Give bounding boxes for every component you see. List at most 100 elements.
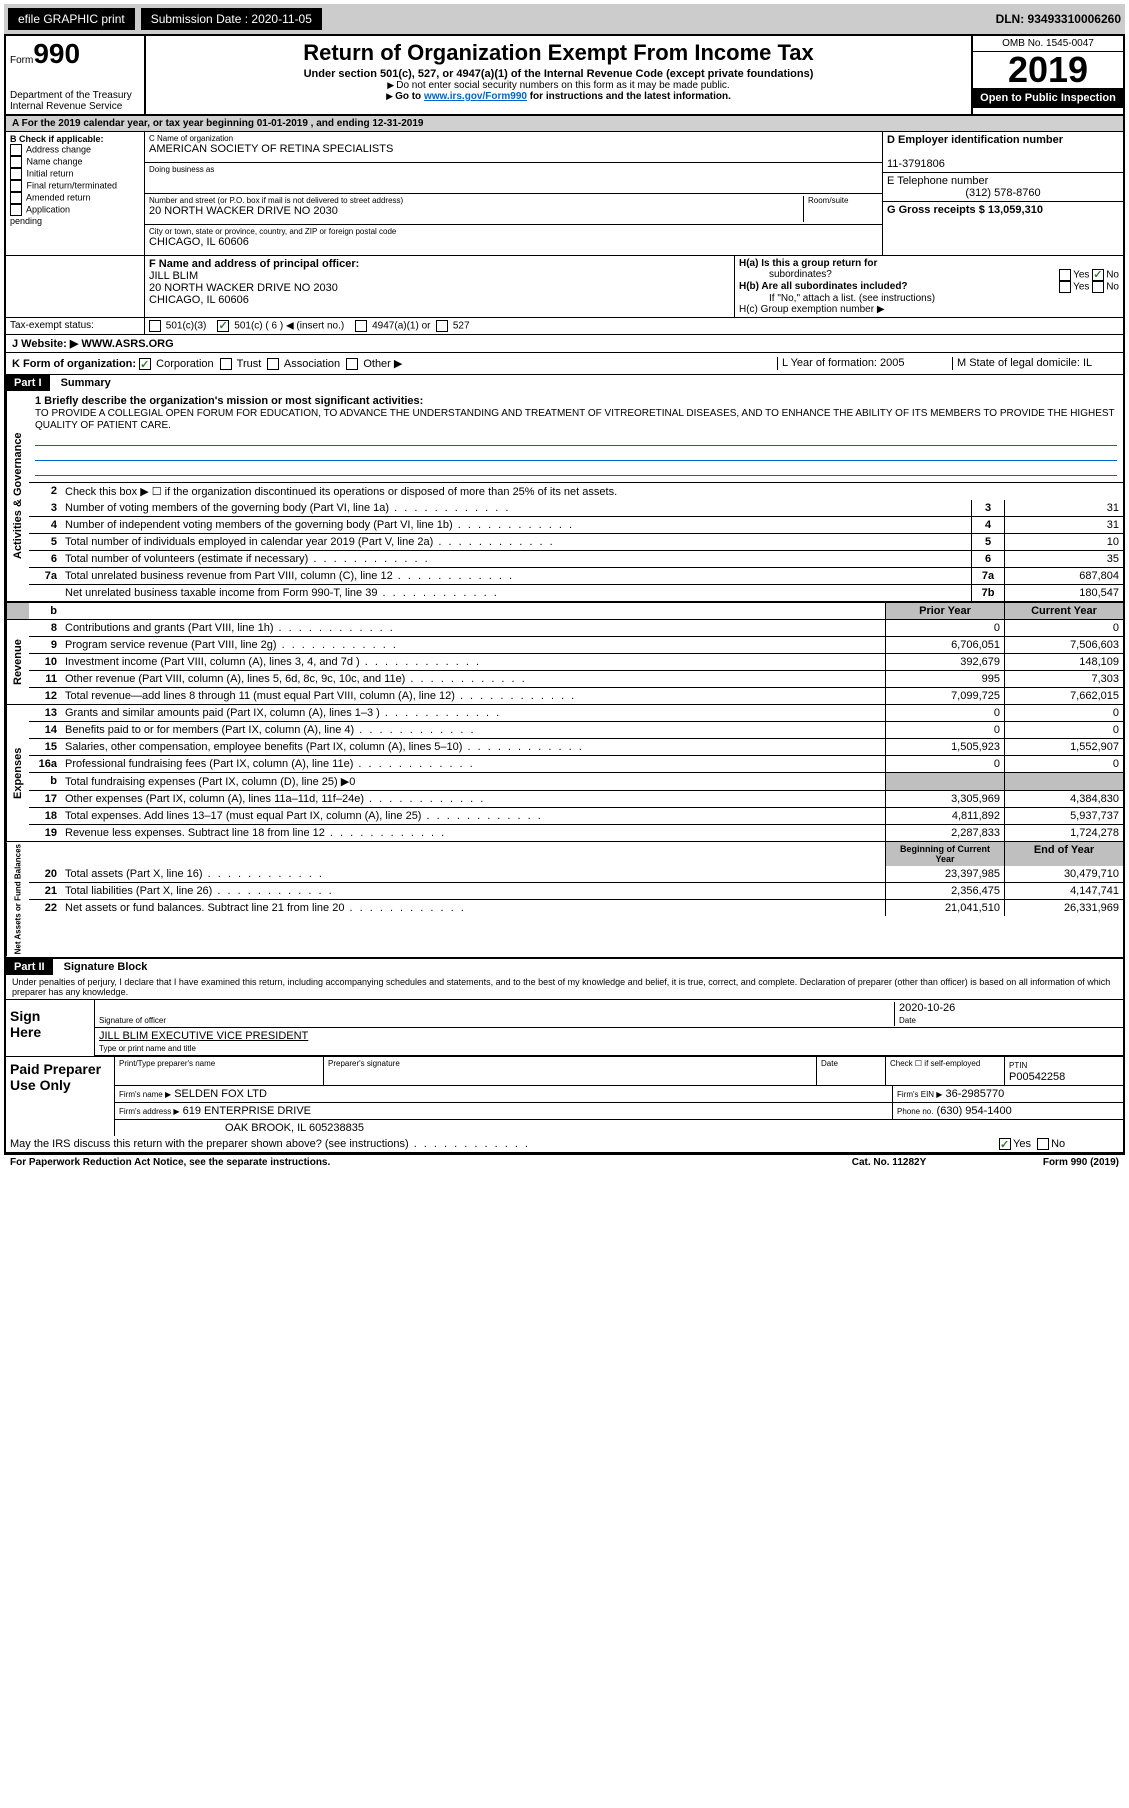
- summary-line: 12Total revenue—add lines 8 through 11 (…: [29, 687, 1123, 704]
- summary-line: 5Total number of individuals employed in…: [29, 533, 1123, 550]
- efile-button[interactable]: efile GRAPHIC print: [8, 8, 135, 30]
- line1-label: 1 Briefly describe the organization's mi…: [35, 395, 423, 407]
- col-b-checkboxes: B Check if applicable: Address change Na…: [6, 132, 145, 255]
- prior-year-header: Prior Year: [885, 603, 1004, 619]
- paid-preparer-label: Paid Preparer Use Only: [6, 1057, 114, 1136]
- part2-header: Part II: [6, 959, 53, 975]
- ha-yes-checkbox[interactable]: [1059, 269, 1071, 281]
- side-governance: Activities & Governance: [6, 391, 29, 601]
- summary-line: 4Number of independent voting members of…: [29, 516, 1123, 533]
- discuss-no-checkbox[interactable]: [1037, 1138, 1049, 1150]
- summary-line: Net unrelated business taxable income fr…: [29, 584, 1123, 601]
- other-checkbox[interactable]: [346, 358, 358, 370]
- firm-phone-label: Phone no.: [897, 1107, 933, 1116]
- ha-sub: subordinates?: [739, 269, 832, 281]
- trust-checkbox[interactable]: [220, 358, 232, 370]
- firm-phone: (630) 954-1400: [937, 1105, 1012, 1117]
- goto-post: for instructions and the latest informat…: [527, 91, 731, 102]
- summary-line: 15Salaries, other compensation, employee…: [29, 738, 1123, 755]
- b-label: B Check if applicable:: [10, 134, 104, 144]
- ptin-value: P00542258: [1009, 1071, 1065, 1083]
- col-c-name-addr: C Name of organization AMERICAN SOCIETY …: [145, 132, 882, 255]
- toolbar: efile GRAPHIC print Submission Date : 20…: [4, 4, 1125, 34]
- part1-header-row: Part I Summary: [6, 375, 1123, 391]
- form-990: Form990 Department of the Treasury Inter…: [4, 34, 1125, 1155]
- hb-yes-checkbox[interactable]: [1059, 281, 1071, 293]
- summary-line: 18Total expenses. Add lines 13–17 (must …: [29, 807, 1123, 824]
- ein-label: D Employer identification number: [887, 134, 1063, 146]
- city-label: City or town, state or province, country…: [149, 227, 878, 236]
- header-left: Form990 Department of the Treasury Inter…: [6, 36, 146, 114]
- hb-note: If "No," attach a list. (see instruction…: [739, 293, 1119, 304]
- submission-date: Submission Date : 2020-11-05: [141, 8, 322, 30]
- firm-name: SELDEN FOX LTD: [174, 1088, 267, 1100]
- officer-name: JILL BLIM: [149, 270, 198, 282]
- penalty-text: Under penalties of perjury, I declare th…: [6, 975, 1123, 999]
- 501c3-checkbox[interactable]: [149, 320, 161, 332]
- side-expenses: Expenses: [6, 705, 29, 841]
- amended-return-checkbox[interactable]: [10, 192, 22, 204]
- dba-label: Doing business as: [149, 165, 878, 174]
- m-state: M State of legal domicile: IL: [952, 357, 1117, 370]
- ha-no-checkbox[interactable]: [1092, 269, 1104, 281]
- discuss-text: May the IRS discuss this return with the…: [6, 1136, 995, 1152]
- 527-checkbox[interactable]: [436, 320, 448, 332]
- firm-ein: 36-2985770: [946, 1088, 1005, 1100]
- summary-line: 11Other revenue (Part VIII, column (A), …: [29, 670, 1123, 687]
- hb-no-checkbox[interactable]: [1092, 281, 1104, 293]
- self-employed-label: Check ☐ if self-employed: [886, 1057, 1005, 1085]
- room-label: Room/suite: [803, 196, 878, 222]
- summary-line: 19Revenue less expenses. Subtract line 1…: [29, 824, 1123, 841]
- ptin-label: PTIN: [1009, 1061, 1027, 1070]
- street-address: 20 NORTH WACKER DRIVE NO 2030: [149, 205, 803, 217]
- rev-section: b Prior Year Current Year: [6, 602, 1123, 620]
- line2-text: Check this box ▶ ☐ if the organization d…: [61, 483, 1123, 500]
- officer-addr1: 20 NORTH WACKER DRIVE NO 2030: [149, 282, 338, 294]
- summary-line: bTotal fundraising expenses (Part IX, co…: [29, 772, 1123, 790]
- phone-label: E Telephone number: [887, 175, 988, 187]
- current-year-header: Current Year: [1004, 603, 1123, 619]
- corp-checkbox[interactable]: [139, 358, 151, 370]
- sign-here-row: Sign Here Signature of officer 2020-10-2…: [6, 999, 1123, 1056]
- part1-title: Summary: [53, 377, 111, 389]
- application-checkbox[interactable]: [10, 204, 22, 216]
- irs-link[interactable]: www.irs.gov/Form990: [424, 91, 527, 102]
- rev-rows-section: Revenue 8Contributions and grants (Part …: [6, 620, 1123, 705]
- final-return-checkbox[interactable]: [10, 180, 22, 192]
- sign-here-label: Sign Here: [6, 1000, 74, 1056]
- 4947-checkbox[interactable]: [355, 320, 367, 332]
- summary-line: 10Investment income (Part VIII, column (…: [29, 653, 1123, 670]
- officer-addr2: CHICAGO, IL 60606: [149, 294, 249, 306]
- name-change-checkbox[interactable]: [10, 156, 22, 168]
- paperwork-notice: For Paperwork Reduction Act Notice, see …: [10, 1157, 799, 1168]
- side-net-assets: Net Assets or Fund Balances: [6, 842, 29, 956]
- gov-section: Activities & Governance 1 Briefly descri…: [6, 391, 1123, 602]
- city-state-zip: CHICAGO, IL 60606: [149, 236, 878, 248]
- summary-line: 7aTotal unrelated business revenue from …: [29, 567, 1123, 584]
- discuss-row: May the IRS discuss this return with the…: [6, 1136, 1123, 1153]
- address-change-checkbox[interactable]: [10, 144, 22, 156]
- firm-addr1: 619 ENTERPRISE DRIVE: [183, 1105, 311, 1117]
- discuss-yes-checkbox[interactable]: [999, 1138, 1011, 1150]
- dln: DLN: 93493310006260: [996, 12, 1121, 26]
- date-label: Date: [899, 1016, 916, 1025]
- dept-treasury: Department of the Treasury: [10, 90, 140, 101]
- goto-pre: Go to: [395, 91, 424, 102]
- gross-receipts: G Gross receipts $ 13,059,310: [887, 204, 1043, 216]
- 501c-checkbox[interactable]: [217, 320, 229, 332]
- initial-return-checkbox[interactable]: [10, 168, 22, 180]
- end-year-header: End of Year: [1004, 842, 1123, 866]
- form-title: Return of Organization Exempt From Incom…: [150, 40, 967, 66]
- section-f-h: F Name and address of principal officer:…: [6, 256, 1123, 318]
- firm-addr-label: Firm's address ▶: [119, 1107, 180, 1116]
- firm-name-label: Firm's name ▶: [119, 1090, 171, 1099]
- prep-date-label: Date: [817, 1057, 886, 1085]
- ein-value: 11-3791806: [887, 158, 945, 170]
- officer-name-title: JILL BLIM EXECUTIVE VICE PRESIDENT: [99, 1030, 1119, 1042]
- footer: For Paperwork Reduction Act Notice, see …: [4, 1155, 1125, 1170]
- paid-preparer-row: Paid Preparer Use Only Print/Type prepar…: [6, 1056, 1123, 1136]
- assoc-checkbox[interactable]: [267, 358, 279, 370]
- website-row: J Website: ▶ WWW.ASRS.ORG: [6, 335, 1123, 353]
- sig-officer-label: Signature of officer: [99, 1016, 166, 1025]
- tax-year: 2019: [973, 52, 1123, 88]
